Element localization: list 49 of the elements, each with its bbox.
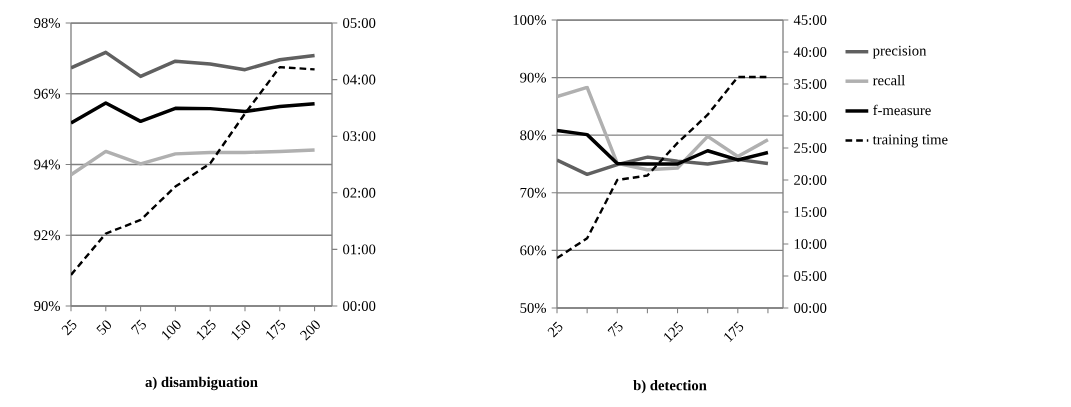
y2-tick-label: 35:00 xyxy=(794,79,827,89)
y-tick-label: 92% xyxy=(34,230,60,241)
y2-tick-label: 04:00 xyxy=(343,74,376,85)
y-tick-label: 80% xyxy=(520,130,547,141)
x-tick-label: 100 xyxy=(161,320,181,341)
legend-label: f-measure xyxy=(873,104,931,116)
y-tick-label: 50% xyxy=(520,303,547,313)
x-tick-label: 75 xyxy=(607,321,623,337)
y-tick-label: 70% xyxy=(520,187,547,198)
y2-tick-label: 45:00 xyxy=(793,15,827,25)
text: a) disambiguation xyxy=(145,376,258,391)
x-tick-label: 25 xyxy=(547,321,563,338)
x-tick-label: 125 xyxy=(664,321,683,343)
legend-label: recall xyxy=(872,75,905,86)
line-series xyxy=(71,148,317,177)
y2-tick-label: 00:00 xyxy=(794,303,827,313)
legend-label: training time xyxy=(872,134,948,148)
y2-tick-label: 15:00 xyxy=(794,207,827,217)
x-tick-label: 150 xyxy=(231,320,251,341)
y2-tick-label: 25:00 xyxy=(794,143,827,153)
y-tick-label: 90% xyxy=(520,72,547,83)
x-tick-label: 175 xyxy=(266,319,286,341)
y2-tick-label: 40:00 xyxy=(793,47,827,57)
x-tick-label: 50 xyxy=(96,320,112,336)
text: b) detection xyxy=(633,380,707,394)
x-tick-label: 175 xyxy=(724,321,744,343)
y2-tick-label: 05:00 xyxy=(343,18,376,28)
x-tick-label: 200 xyxy=(299,320,320,341)
y2-tick-label: 05:00 xyxy=(794,271,827,281)
line-series xyxy=(71,50,317,79)
y2-tick-label: 01:00 xyxy=(343,244,376,255)
y2-tick-label: 02:00 xyxy=(343,187,376,198)
y-tick-label: 90% xyxy=(34,301,60,311)
y2-tick-label: 30:00 xyxy=(794,111,827,121)
y-tick-label: 96% xyxy=(34,88,60,99)
legend-label: precision xyxy=(872,45,927,59)
y-tick-label: 98% xyxy=(34,18,60,28)
y2-tick-label: 20:00 xyxy=(794,175,827,185)
x-tick-label: 125 xyxy=(196,319,216,341)
y-tick-label: 94% xyxy=(34,159,60,170)
y2-tick-label: 00:00 xyxy=(343,301,376,311)
y-tick-label: 60% xyxy=(520,245,547,256)
x-tick-label: 25 xyxy=(61,319,77,336)
line-series xyxy=(557,85,770,172)
y2-tick-label: 10:00 xyxy=(794,239,827,249)
line-series xyxy=(71,65,316,277)
x-tick-label: 75 xyxy=(130,319,146,335)
y2-tick-label: 03:00 xyxy=(343,131,376,142)
y-tick-label: 100% xyxy=(513,15,547,25)
